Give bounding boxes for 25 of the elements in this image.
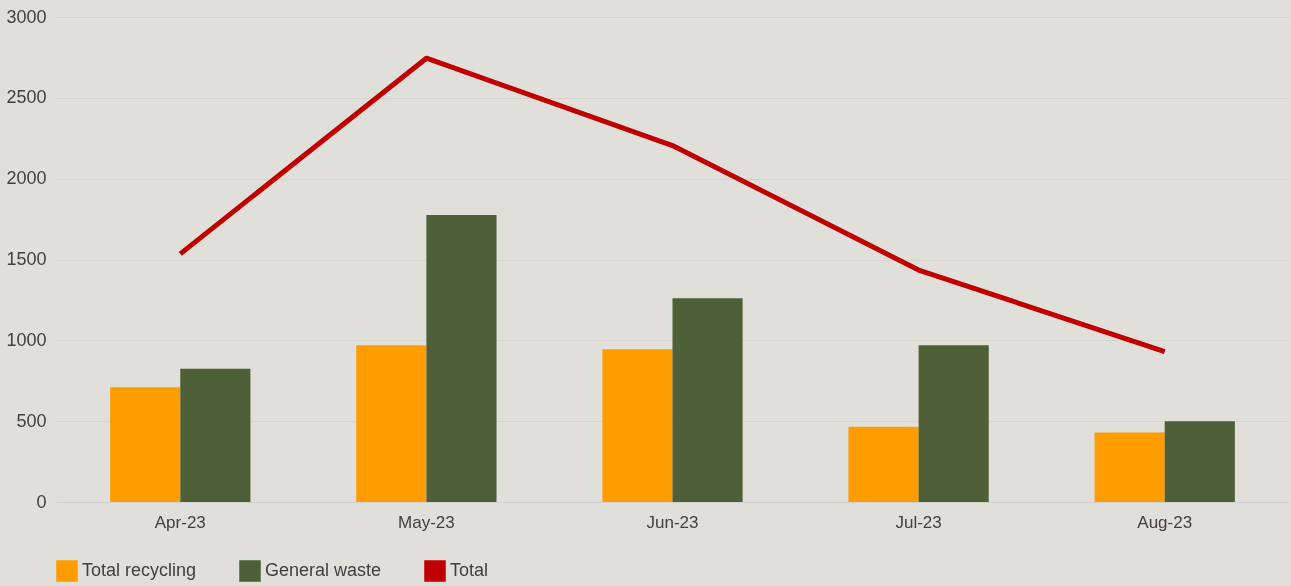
bar	[672, 298, 743, 502]
legend-label: Total	[450, 560, 489, 580]
bar	[110, 387, 181, 502]
y-tick-label: 0	[36, 491, 47, 512]
x-tick-label: Aug-23	[1137, 512, 1193, 532]
y-tick-label: 3000	[6, 6, 47, 27]
bar	[918, 345, 989, 502]
legend-label: General waste	[265, 560, 382, 580]
y-tick-label: 1500	[6, 249, 47, 269]
y-tick-label: 500	[16, 410, 47, 431]
legend-label: Total recycling	[82, 560, 197, 580]
bar	[356, 345, 427, 502]
x-tick-label: Jun-23	[646, 512, 699, 532]
x-tick-label: Apr-23	[154, 512, 206, 532]
x-tick-label: Jul-23	[895, 512, 942, 532]
y-tick-label: 1000	[6, 329, 47, 350]
bar	[1094, 432, 1165, 502]
y-tick-label: 2000	[6, 168, 47, 189]
y-tick-label: 2500	[6, 87, 47, 108]
bar	[426, 215, 497, 502]
bar	[180, 368, 251, 502]
bar	[1164, 421, 1235, 502]
bar	[602, 349, 673, 502]
x-tick-label: May-23	[398, 512, 455, 532]
bar	[848, 426, 919, 502]
